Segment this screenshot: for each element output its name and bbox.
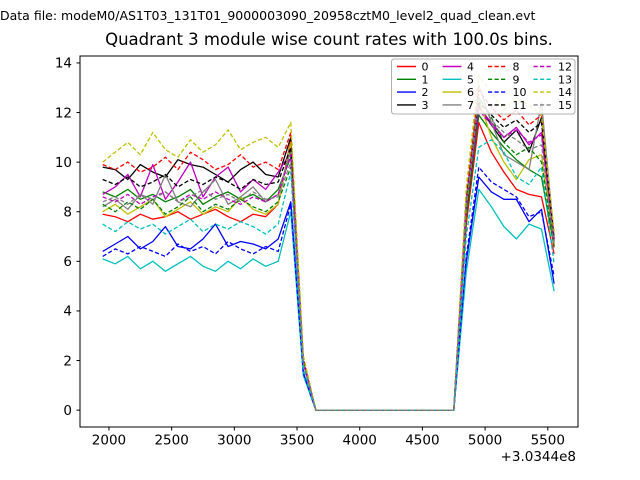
legend-entry-label-12: 12 bbox=[558, 61, 572, 74]
series-9-line bbox=[102, 97, 555, 411]
legend-entry-label-15: 15 bbox=[558, 99, 572, 112]
series-15-line bbox=[102, 97, 555, 411]
series-4-line bbox=[102, 106, 555, 411]
x-tick-label: 5000 bbox=[468, 433, 502, 449]
legend-entry-label-14: 14 bbox=[558, 86, 572, 99]
legend-entry-label-9: 9 bbox=[513, 73, 520, 86]
y-axis-ticks: 0 2 4 6 8 10 12 14 bbox=[55, 56, 80, 419]
data-file-label: Data file: modeM0/AS1T03_131T01_90000030… bbox=[0, 8, 536, 23]
legend-entry-label-2: 2 bbox=[422, 86, 429, 99]
series-12-line bbox=[102, 109, 555, 411]
legend-entry-label-13: 13 bbox=[558, 73, 572, 86]
y-tick-label: 0 bbox=[63, 403, 72, 419]
series-8-line bbox=[102, 89, 555, 411]
legend-entry-label-8: 8 bbox=[513, 61, 520, 74]
x-axis-ticks: 2000 2500 3000 3500 4000 4500 5000 5500+3.0344e… bbox=[92, 427, 576, 465]
axes-frame bbox=[79, 55, 579, 428]
y-tick-label: 14 bbox=[55, 56, 72, 72]
legend-entry-label-10: 10 bbox=[513, 86, 527, 99]
series-6-line bbox=[102, 99, 555, 411]
y-tick-label: 4 bbox=[63, 304, 72, 320]
plot-title: Quadrant 3 module wise count rates with … bbox=[105, 30, 553, 49]
series-5-line bbox=[102, 188, 555, 411]
legend-entry-label-3: 3 bbox=[422, 99, 429, 112]
x-tick-label: 3000 bbox=[217, 433, 251, 449]
legend-entry-label-5: 5 bbox=[467, 73, 474, 86]
y-tick-label: 12 bbox=[55, 105, 72, 121]
x-axis-offset-label: +3.0344e8 bbox=[501, 449, 576, 465]
y-tick-label: 8 bbox=[63, 205, 72, 221]
legend-entry-label-0: 0 bbox=[422, 61, 429, 74]
legend-entry-label-4: 4 bbox=[467, 61, 474, 74]
x-tick-label: 4500 bbox=[405, 433, 439, 449]
x-tick-label: 3500 bbox=[280, 433, 314, 449]
legend-entry-label-6: 6 bbox=[467, 86, 474, 99]
y-tick-label: 6 bbox=[63, 254, 72, 270]
x-tick-label: 2000 bbox=[92, 433, 126, 449]
series-0-line bbox=[102, 121, 555, 411]
x-tick-label: 2500 bbox=[154, 433, 188, 449]
series-3-line bbox=[102, 104, 555, 411]
legend-entry-label-1: 1 bbox=[422, 73, 429, 86]
x-tick-label: 5500 bbox=[531, 433, 565, 449]
series-11-line bbox=[102, 101, 555, 411]
x-tick-label: 4000 bbox=[343, 433, 377, 449]
y-tick-label: 2 bbox=[63, 353, 72, 369]
series-7-line bbox=[102, 84, 555, 411]
series-lines bbox=[102, 74, 555, 411]
series-10-line bbox=[102, 166, 555, 411]
legend-box bbox=[391, 58, 576, 115]
series-1-line bbox=[102, 114, 555, 411]
y-tick-label: 10 bbox=[55, 155, 72, 171]
legend-entry-label-7: 7 bbox=[467, 99, 474, 112]
legend-entry-label-11: 11 bbox=[513, 99, 527, 112]
